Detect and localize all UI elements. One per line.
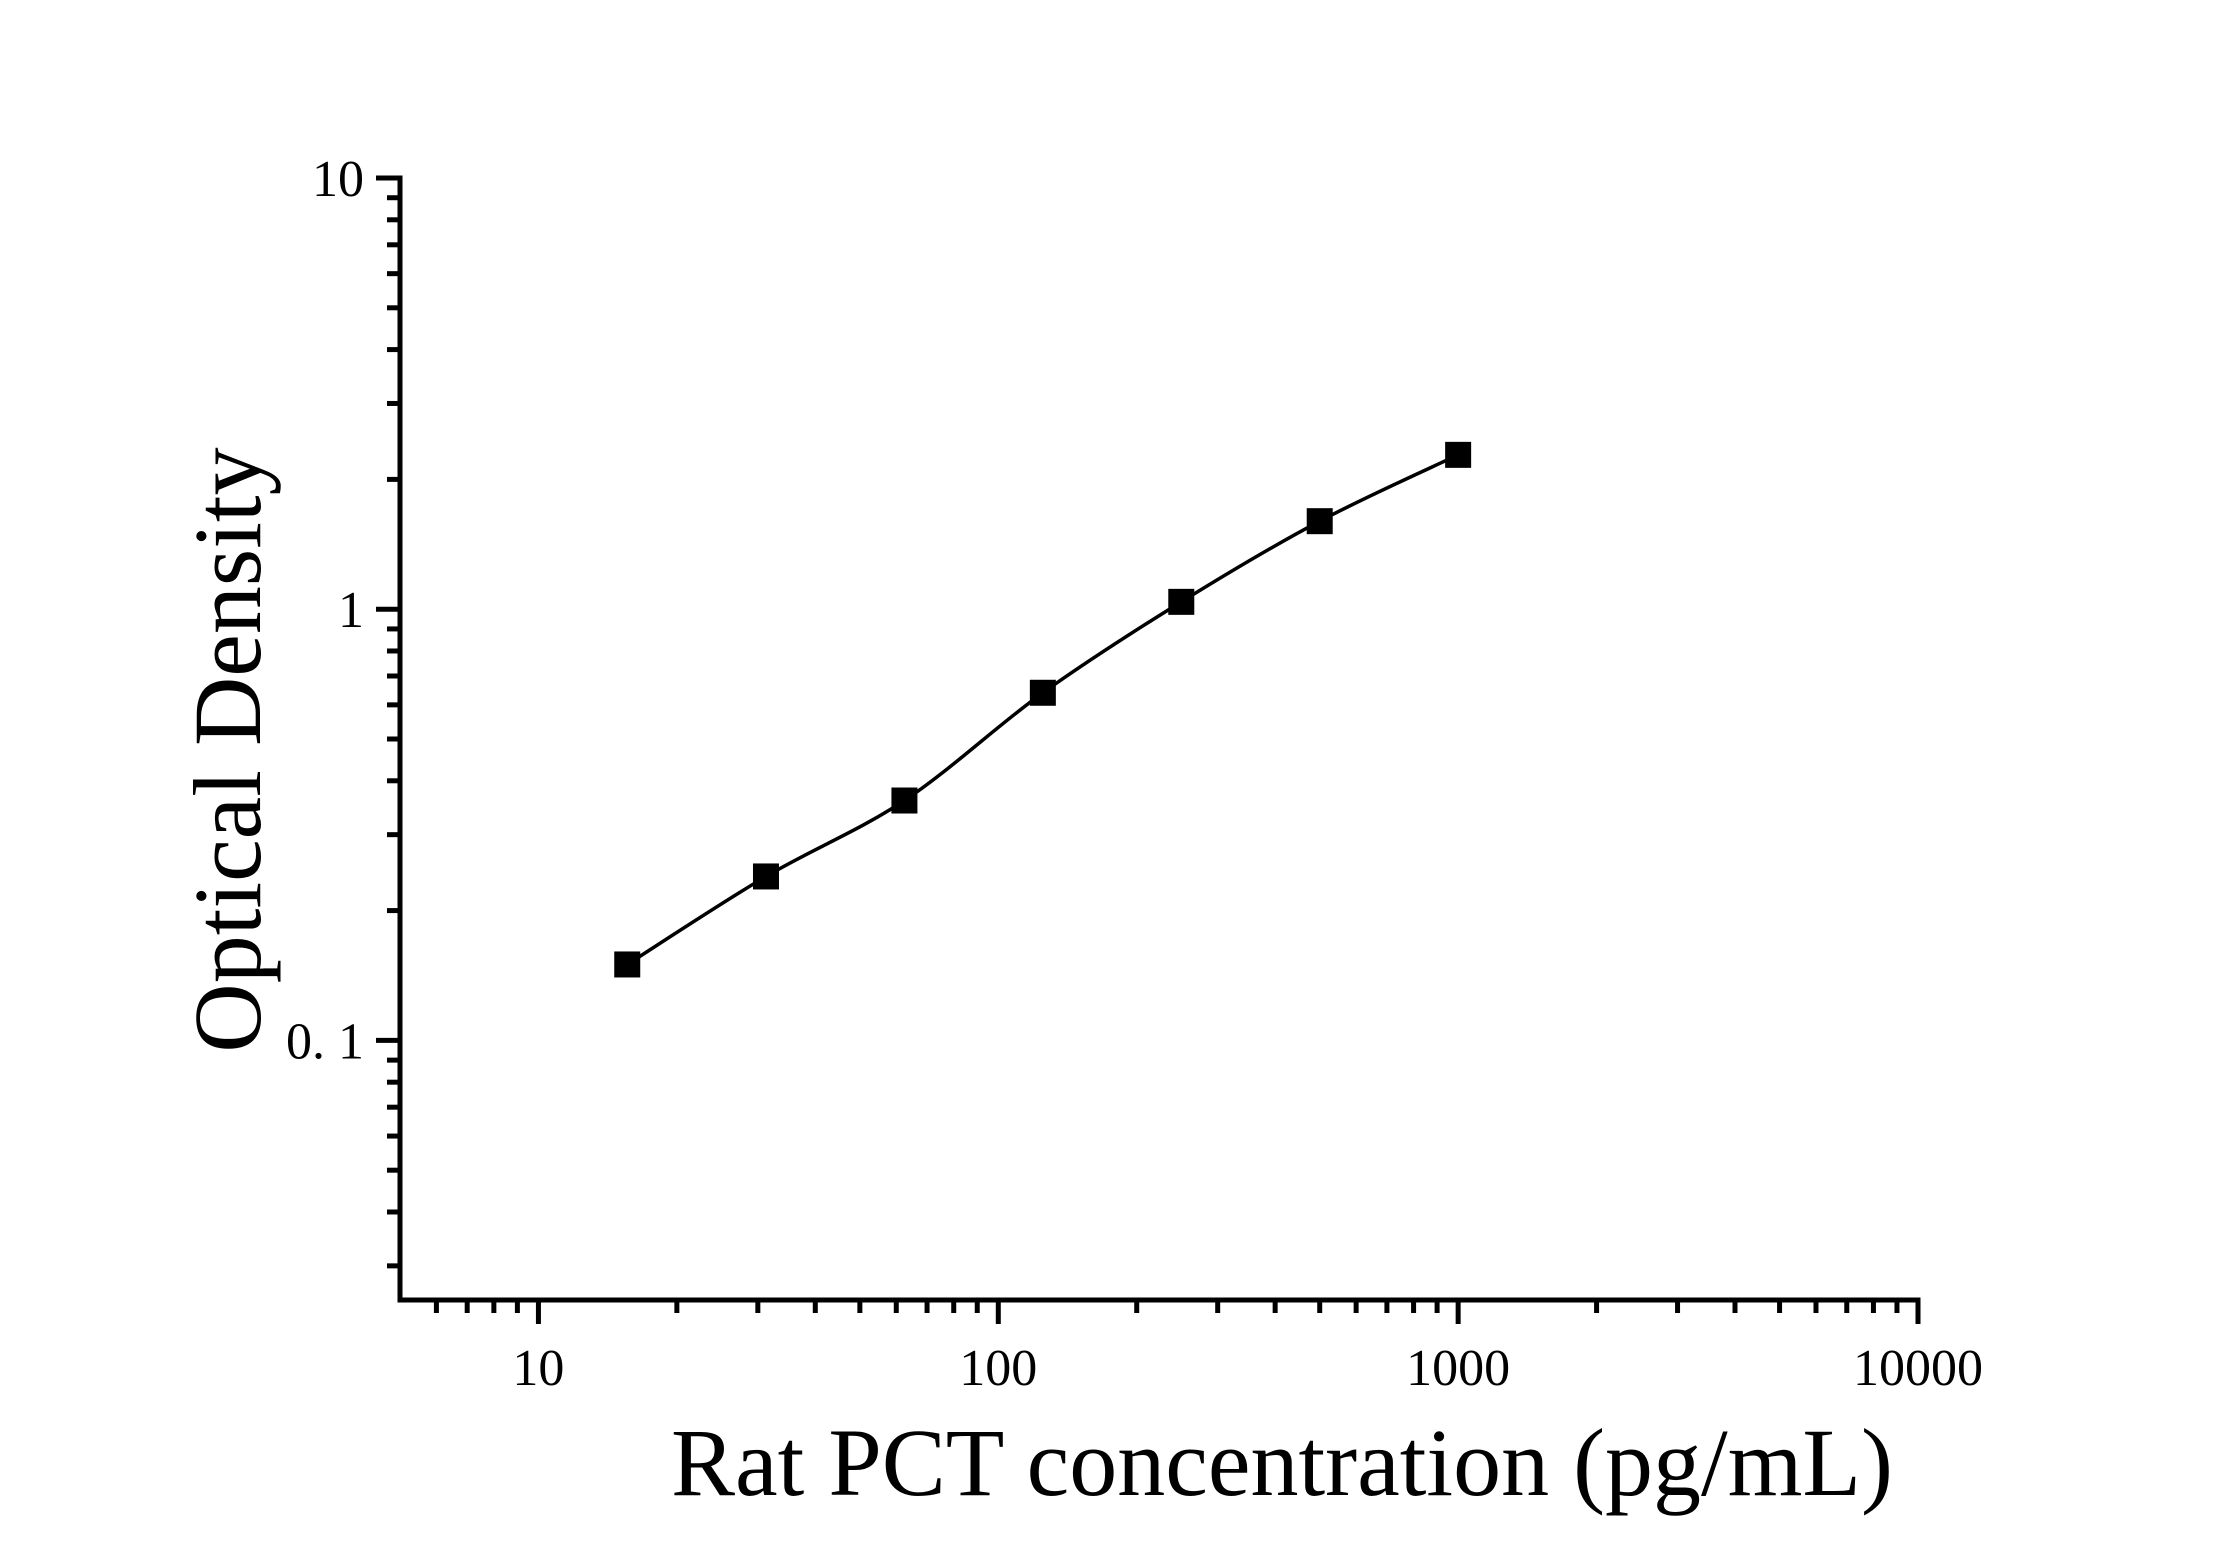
axes-frame bbox=[397, 175, 1921, 1303]
data-point-marker bbox=[614, 951, 641, 978]
y-tick-label: 1 bbox=[338, 582, 364, 639]
data-point-marker bbox=[752, 863, 779, 890]
data-point-marker bbox=[1445, 441, 1472, 468]
x-tick-label: 10000 bbox=[1853, 1340, 1983, 1397]
y-axis-title: Optical Density bbox=[174, 447, 282, 1053]
y-tick-label: 10 bbox=[312, 151, 364, 208]
x-tick-label: 10 bbox=[512, 1340, 564, 1397]
x-axis-title: Rat PCT concentration (pg/mL) bbox=[671, 1409, 1893, 1516]
x-tick-label: 1000 bbox=[1406, 1340, 1510, 1397]
x-tick-label: 100 bbox=[959, 1340, 1037, 1397]
data-curve bbox=[626, 453, 1459, 966]
y-tick-label: 0. 1 bbox=[286, 1013, 364, 1070]
data-point-marker bbox=[891, 787, 918, 814]
data-point-marker bbox=[1168, 588, 1195, 615]
data-point-marker bbox=[1029, 679, 1056, 706]
data-point-marker bbox=[1306, 508, 1333, 535]
